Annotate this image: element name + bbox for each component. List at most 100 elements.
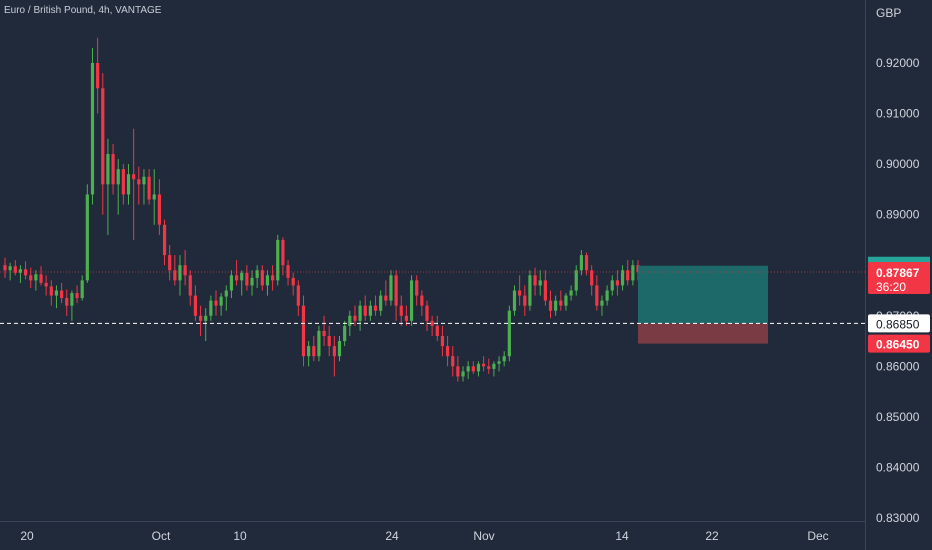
candle (65, 289, 69, 316)
target-zone[interactable] (638, 265, 768, 324)
candle (224, 285, 228, 311)
price-tick-label: 0.83000 (876, 511, 920, 525)
candle-body (559, 300, 563, 306)
candle-body (75, 293, 79, 299)
candle-body (132, 174, 136, 180)
candle-body (389, 275, 393, 301)
candle-body (466, 366, 470, 372)
candle (301, 295, 306, 367)
candle-body (440, 336, 445, 347)
candle-body (322, 330, 326, 336)
candle (29, 267, 33, 288)
candle-body (404, 315, 409, 321)
time-tick-label: Nov (473, 529, 494, 543)
candle (430, 315, 434, 336)
candle (80, 275, 84, 301)
time-tick-label: 20 (20, 529, 34, 543)
candle-body (420, 295, 424, 306)
candle (399, 295, 403, 326)
candle-body (379, 295, 383, 311)
candle-body (595, 285, 599, 306)
candle-body (507, 310, 511, 357)
candle (85, 184, 89, 283)
candle (518, 275, 522, 306)
candle-body (337, 341, 342, 357)
candle-body (451, 356, 455, 367)
candle-body (265, 275, 270, 286)
candle-body (271, 275, 275, 281)
candle-body (631, 265, 635, 281)
candle-body (29, 275, 33, 281)
candle-body (435, 325, 439, 336)
candle-body (219, 296, 223, 306)
candle-body (255, 270, 259, 278)
candle-body (538, 280, 542, 286)
price-lines (0, 271, 865, 324)
candle-body (476, 363, 481, 372)
candle-body (23, 269, 28, 276)
candle-body (39, 274, 43, 283)
time-axis: 20 Oct 10 24 Nov 14 22 Dec (0, 521, 865, 543)
candle-body (348, 315, 352, 326)
candle (137, 166, 141, 205)
candle (157, 179, 161, 235)
candle-body (502, 356, 506, 362)
candle-body (240, 272, 244, 281)
candle (348, 310, 352, 336)
candle (620, 265, 625, 291)
candle (559, 290, 563, 311)
candle (548, 290, 553, 319)
candle (75, 285, 79, 304)
candle-body (317, 330, 321, 357)
candle (420, 290, 424, 316)
candle-body (157, 194, 161, 225)
candle-body (80, 280, 84, 299)
candle-body (445, 346, 450, 357)
candle (209, 295, 213, 321)
candle (183, 250, 187, 286)
candle (307, 341, 311, 367)
candle-body (276, 239, 280, 281)
position-zones (638, 265, 768, 344)
candle (168, 245, 172, 281)
candle (497, 356, 501, 372)
candle-body (60, 290, 64, 299)
candle (60, 282, 64, 304)
candle (337, 336, 342, 362)
stop-zone[interactable] (638, 323, 768, 344)
candle-body (116, 169, 120, 185)
stop-price-value: 0.86450 (876, 338, 920, 352)
candle-body (307, 346, 311, 357)
candle (595, 275, 599, 311)
price-tick-label: 0.92000 (876, 56, 920, 70)
time-tick-label: Dec (807, 529, 828, 543)
candle (358, 300, 362, 331)
price-tick-label: 0.85000 (876, 410, 920, 424)
candle-body (301, 305, 306, 357)
candle (456, 356, 460, 382)
candle-body (204, 315, 208, 321)
candle-body (600, 300, 604, 306)
candle (229, 270, 234, 299)
candle (18, 265, 23, 283)
candle-body (327, 336, 331, 347)
candle-body (554, 300, 558, 311)
candle (214, 290, 218, 316)
candle (8, 262, 12, 281)
entry-price-value: 0.86850 (876, 317, 920, 331)
candle-body (579, 255, 583, 271)
candle-body (13, 266, 17, 273)
candle (384, 280, 388, 306)
candle (286, 260, 290, 286)
candle (379, 290, 383, 316)
candle-body (312, 346, 316, 357)
candle (512, 285, 517, 316)
candle (90, 47, 95, 205)
candle-body (373, 305, 378, 311)
candle (538, 270, 542, 296)
candle-body (65, 298, 69, 306)
time-tick-label: 24 (385, 529, 399, 543)
candle (435, 315, 439, 342)
candle (461, 366, 465, 382)
